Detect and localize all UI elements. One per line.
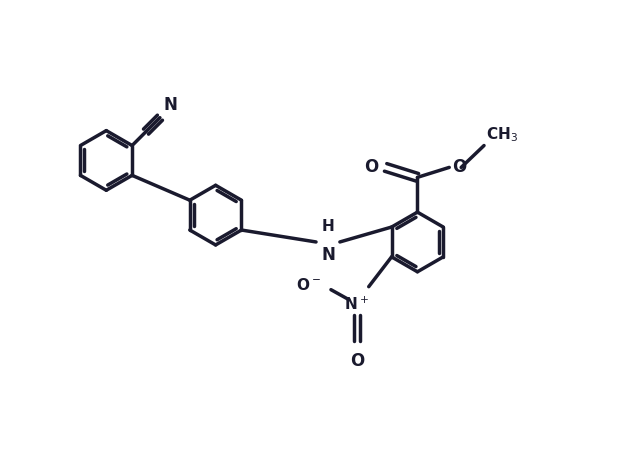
Text: O: O (452, 158, 467, 176)
Text: O$^-$: O$^-$ (296, 277, 321, 293)
Text: N$^+$: N$^+$ (344, 296, 369, 313)
Text: H: H (321, 219, 334, 234)
Text: N: N (164, 96, 178, 114)
Text: CH$_3$: CH$_3$ (486, 125, 518, 143)
Text: O: O (349, 352, 364, 370)
Text: O: O (364, 158, 379, 176)
Text: N: N (321, 246, 335, 264)
